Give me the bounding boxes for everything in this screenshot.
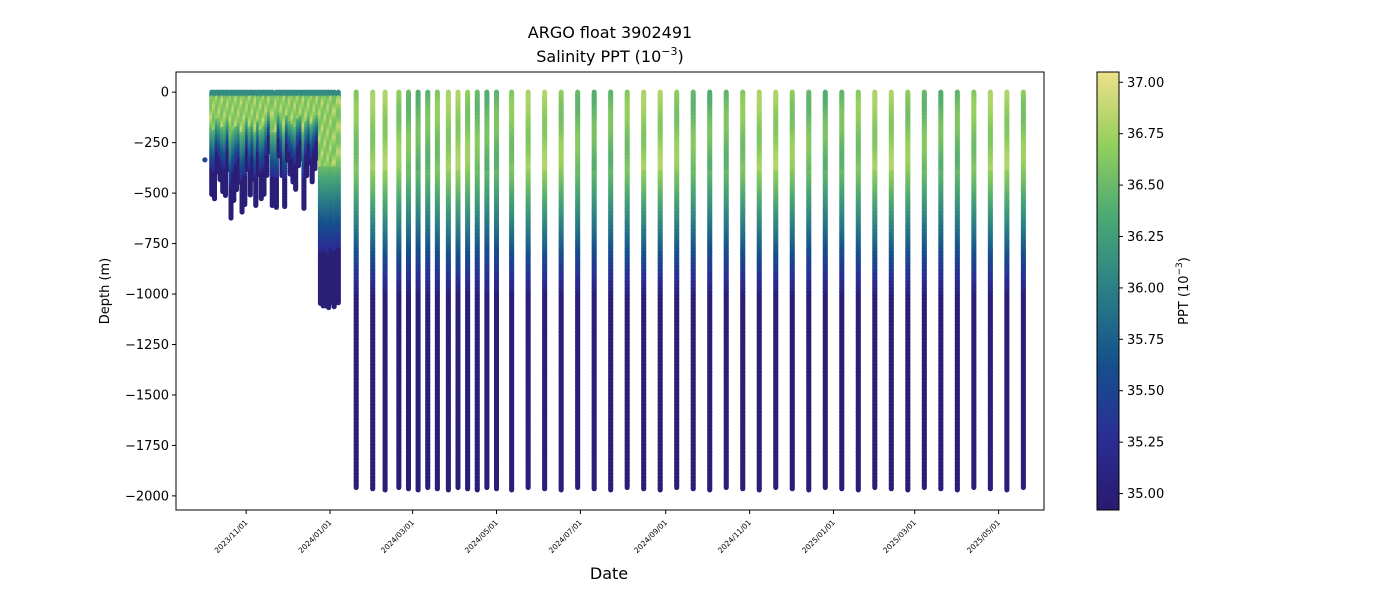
y-tick-label: −1750 (125, 439, 169, 454)
x-tick-label: 2023/11/01 (213, 518, 250, 555)
y-tick-label: −500 (133, 187, 169, 202)
colorbar-tick-label: 35.00 (1127, 487, 1164, 502)
y-tick-label: 0 (161, 86, 169, 101)
plot-frame (175, 71, 1045, 511)
colorbar-axis: 35.00 35.25 35.50 35.75 36.00 36.25 36.50 36.75… (1119, 76, 1164, 502)
colorbar-tick-label: 36.25 (1127, 230, 1164, 245)
chart-subtitle: Salinity PPT (10−3) (536, 45, 684, 66)
x-tick-label: 2025/03/01 (881, 518, 918, 555)
profile-marks (202, 89, 1026, 493)
colorbar-tick-label: 35.50 (1127, 384, 1164, 399)
x-tick-label: 2025/05/01 (965, 518, 1002, 555)
x-axis: 2023/11/01 2024/01/01 2024/03/01 2024/05/01… (213, 510, 1002, 555)
colorbar-tick-label: 37.00 (1127, 76, 1164, 91)
x-tick-label: 2024/01/01 (297, 518, 334, 555)
y-axis: 0 −250 −500 −750 −1000 −1250 −1500 −1750 −2000 (125, 86, 176, 504)
y-tick-label: −1250 (125, 338, 169, 353)
colorbar-tick-label: 35.25 (1127, 436, 1164, 451)
chart-title: ARGO float 3902491 (528, 23, 692, 42)
y-tick-label: −1000 (125, 288, 169, 303)
colorbar-label: PPT (10−3) (1175, 257, 1192, 325)
x-tick-label: 2024/07/01 (547, 518, 584, 555)
x-tick-label: 2024/11/01 (716, 518, 753, 555)
y-tick-label: −750 (133, 237, 169, 252)
y-tick-label: −250 (133, 136, 169, 151)
x-tick-label: 2025/01/01 (800, 518, 837, 555)
colorbar-tick-label: 36.50 (1127, 179, 1164, 194)
colorbar (1096, 71, 1120, 511)
x-tick-label: 2024/05/01 (463, 518, 500, 555)
early-point (202, 157, 208, 163)
y-tick-label: −1500 (125, 388, 169, 403)
colorbar-tick-label: 35.75 (1127, 333, 1164, 348)
x-tick-label: 2024/09/01 (632, 518, 669, 555)
x-axis-label: Date (590, 564, 628, 583)
y-tick-label: −2000 (125, 489, 169, 504)
y-axis-label: Depth (m) (98, 258, 113, 325)
colorbar-tick-label: 36.75 (1127, 127, 1164, 142)
x-tick-label: 2024/03/01 (379, 518, 416, 555)
colorbar-tick-label: 36.00 (1127, 281, 1164, 296)
